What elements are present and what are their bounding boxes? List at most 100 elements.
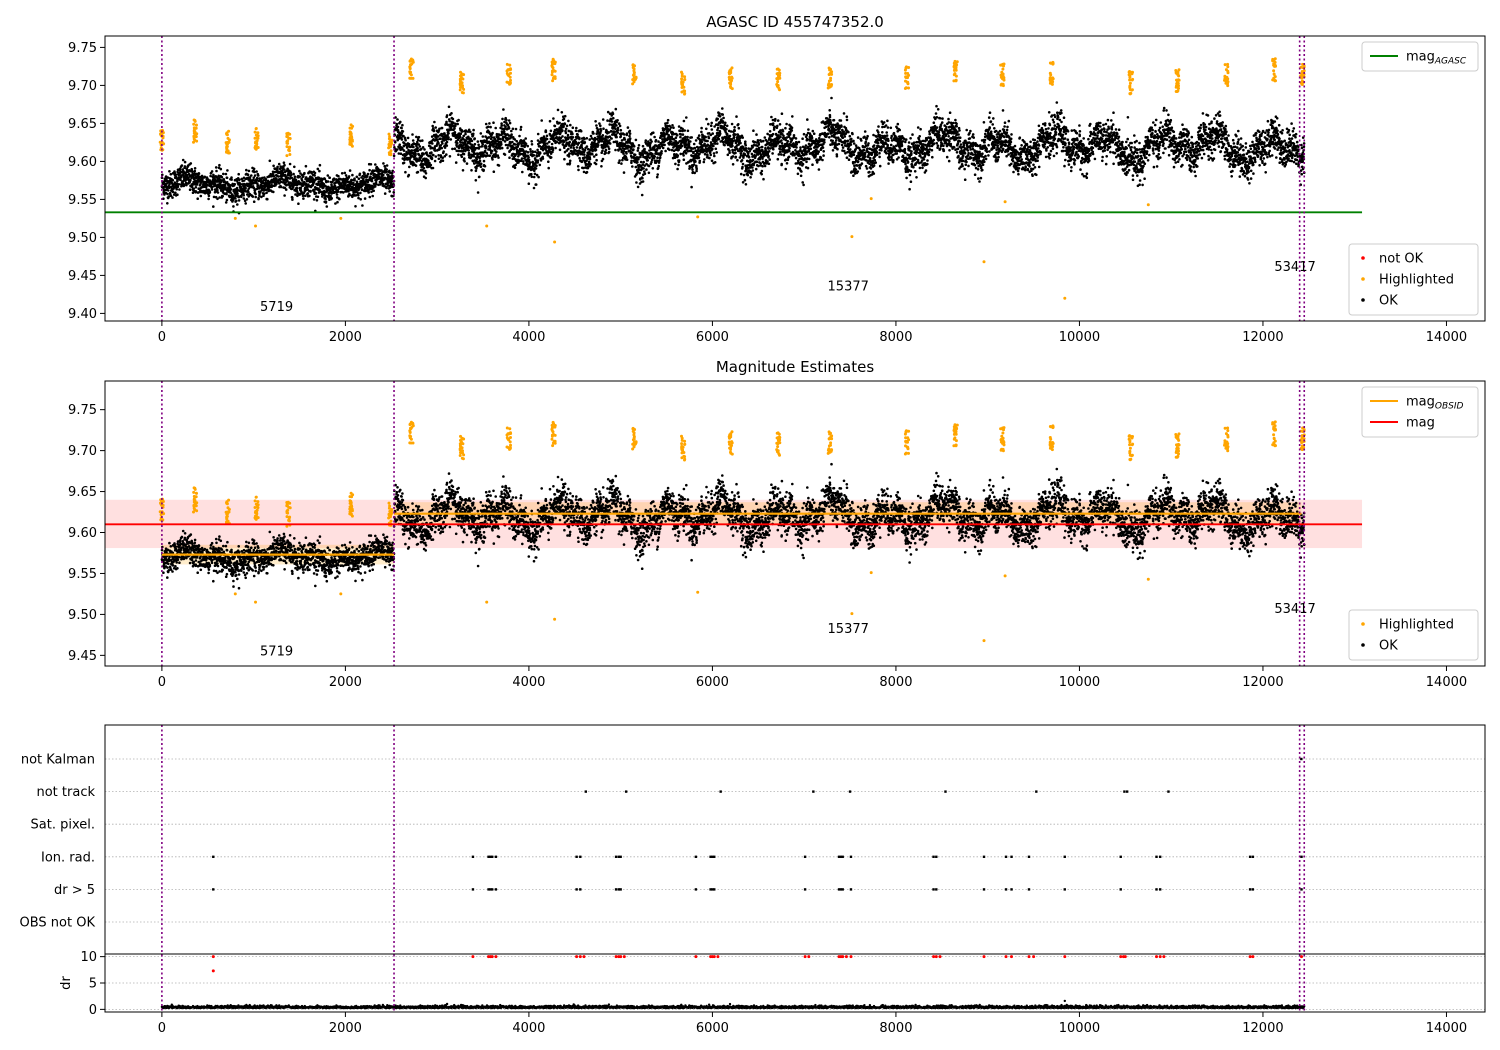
x-axis-tick-label: 4000 bbox=[512, 675, 545, 690]
flag-point bbox=[837, 888, 841, 891]
obsid-label: 5719 bbox=[260, 644, 293, 659]
x-axis-tick-label: 12000 bbox=[1242, 1021, 1283, 1036]
y-axis-tick-label: 9.40 bbox=[68, 307, 97, 322]
flag-point bbox=[471, 888, 475, 891]
x-axis-tick-label: 14000 bbox=[1426, 330, 1467, 345]
flag-point bbox=[1155, 855, 1158, 858]
y-axis-tick-label: 9.70 bbox=[68, 79, 97, 94]
x-axis-tick-label: 0 bbox=[158, 330, 166, 345]
dr-y-axis-tick-label: 5 bbox=[89, 977, 97, 992]
flag-point bbox=[1251, 855, 1255, 858]
flag-point bbox=[494, 855, 498, 858]
flag-label: Ion. rad. bbox=[41, 850, 95, 865]
x-axis-tick-label: 8000 bbox=[879, 1021, 912, 1036]
legend-label: Highlighted bbox=[1379, 273, 1454, 288]
flag-point bbox=[579, 855, 582, 858]
flag-point bbox=[1010, 855, 1013, 858]
dr-axis-label: dr bbox=[59, 976, 74, 990]
plot-frame bbox=[104, 380, 1486, 667]
x-axis-tick-label: 10000 bbox=[1059, 1021, 1100, 1036]
x-axis-tick-label: 6000 bbox=[696, 330, 729, 345]
y-axis-tick-label: 9.55 bbox=[68, 567, 97, 582]
flag-point bbox=[1155, 888, 1158, 891]
flag-point bbox=[713, 888, 716, 891]
y-axis-tick-label: 9.60 bbox=[68, 155, 97, 170]
flag-point bbox=[803, 888, 807, 891]
flag-point bbox=[487, 855, 490, 858]
flag-point bbox=[713, 855, 716, 858]
flag-point bbox=[471, 855, 475, 858]
flag-point bbox=[1158, 888, 1162, 891]
flag-point bbox=[848, 790, 852, 793]
plot-content: 5719 15377 53417 bbox=[105, 381, 1363, 666]
legend-label: Highlighted bbox=[1379, 618, 1454, 633]
x-axis-tick-label: 12000 bbox=[1242, 675, 1283, 690]
flag-label: not Kalman bbox=[21, 753, 95, 768]
flag-point bbox=[935, 855, 938, 858]
flag-point bbox=[489, 888, 492, 891]
panel-mag-plot-area: 5719 15377 53417 0 2000 4000 6000 8000 10000 1200… bbox=[68, 380, 1486, 690]
flag-point bbox=[1119, 855, 1122, 858]
y-axis-tick-label: 9.75 bbox=[68, 41, 97, 56]
flag-point bbox=[614, 855, 618, 858]
plot-frame bbox=[104, 724, 1486, 1013]
obsid-label: 5719 bbox=[260, 300, 293, 315]
flag-point bbox=[619, 855, 622, 858]
legend-label: OK bbox=[1379, 294, 1398, 309]
flag-point bbox=[839, 855, 843, 858]
obsid-label: 53417 bbox=[1274, 260, 1315, 275]
x-axis-tick-label: 10000 bbox=[1059, 675, 1100, 690]
flag-point bbox=[932, 888, 935, 891]
y-axis-tick-label: 9.75 bbox=[68, 403, 97, 418]
flag-point bbox=[491, 855, 494, 858]
flag-point bbox=[212, 855, 215, 858]
flag-point bbox=[619, 888, 622, 891]
flag-point bbox=[1004, 855, 1008, 858]
flag-point bbox=[487, 888, 490, 891]
flag-point bbox=[1251, 888, 1255, 891]
flag-point bbox=[1158, 855, 1162, 858]
legend-box bbox=[1348, 243, 1479, 316]
flag-point bbox=[1125, 790, 1129, 793]
panel-agasc-title: AGASC ID 455747352.0 bbox=[706, 13, 884, 31]
x-axis-tick-label: 2000 bbox=[329, 330, 362, 345]
flag-point bbox=[1004, 888, 1008, 891]
flag-label: OBS not OK bbox=[20, 916, 96, 931]
flag-point bbox=[1300, 888, 1303, 891]
flag-point bbox=[1300, 855, 1303, 858]
flag-point bbox=[841, 855, 844, 858]
flag-point bbox=[982, 888, 986, 891]
flag-point bbox=[694, 855, 698, 858]
y-axis-tick-label: 9.60 bbox=[68, 526, 97, 541]
flag-point bbox=[944, 790, 947, 793]
obsid-label: 53417 bbox=[1274, 602, 1315, 617]
flag-point bbox=[1123, 790, 1126, 793]
x-axis-tick-label: 4000 bbox=[512, 330, 545, 345]
x-axis-tick-label: 0 bbox=[158, 675, 166, 690]
x-axis-tick-label: 8000 bbox=[879, 675, 912, 690]
legend-marker-swatch bbox=[1361, 298, 1365, 302]
flag-point bbox=[932, 855, 935, 858]
obsid-label: 15377 bbox=[828, 622, 869, 637]
flag-point bbox=[617, 888, 621, 891]
panel-mag-title: Magnitude Estimates bbox=[716, 358, 874, 376]
panel-flags: not Kalman not track Sat. pixel. Ion. rad. d… bbox=[20, 724, 1486, 1036]
x-axis-tick-label: 14000 bbox=[1426, 1021, 1467, 1036]
obsid-label: 15377 bbox=[828, 280, 869, 295]
flag-point bbox=[1063, 855, 1066, 858]
dr-flagged-points bbox=[211, 955, 1304, 973]
x-axis-tick-label: 14000 bbox=[1426, 675, 1467, 690]
legend-marker-swatch bbox=[1361, 643, 1365, 647]
flag-point bbox=[1300, 757, 1303, 761]
legend-label-subscript: OBSID bbox=[1435, 402, 1464, 412]
flag-point bbox=[711, 855, 714, 858]
y-axis-tick-label: 9.50 bbox=[68, 608, 97, 623]
legend-marker-swatch bbox=[1361, 622, 1365, 626]
flag-point bbox=[575, 888, 578, 891]
x-axis-tick-label: 6000 bbox=[696, 675, 729, 690]
flag-point bbox=[1063, 888, 1066, 891]
dr-points bbox=[160, 999, 1306, 1010]
flag-point bbox=[694, 888, 698, 891]
x-axis-tick-label: 12000 bbox=[1242, 330, 1283, 345]
